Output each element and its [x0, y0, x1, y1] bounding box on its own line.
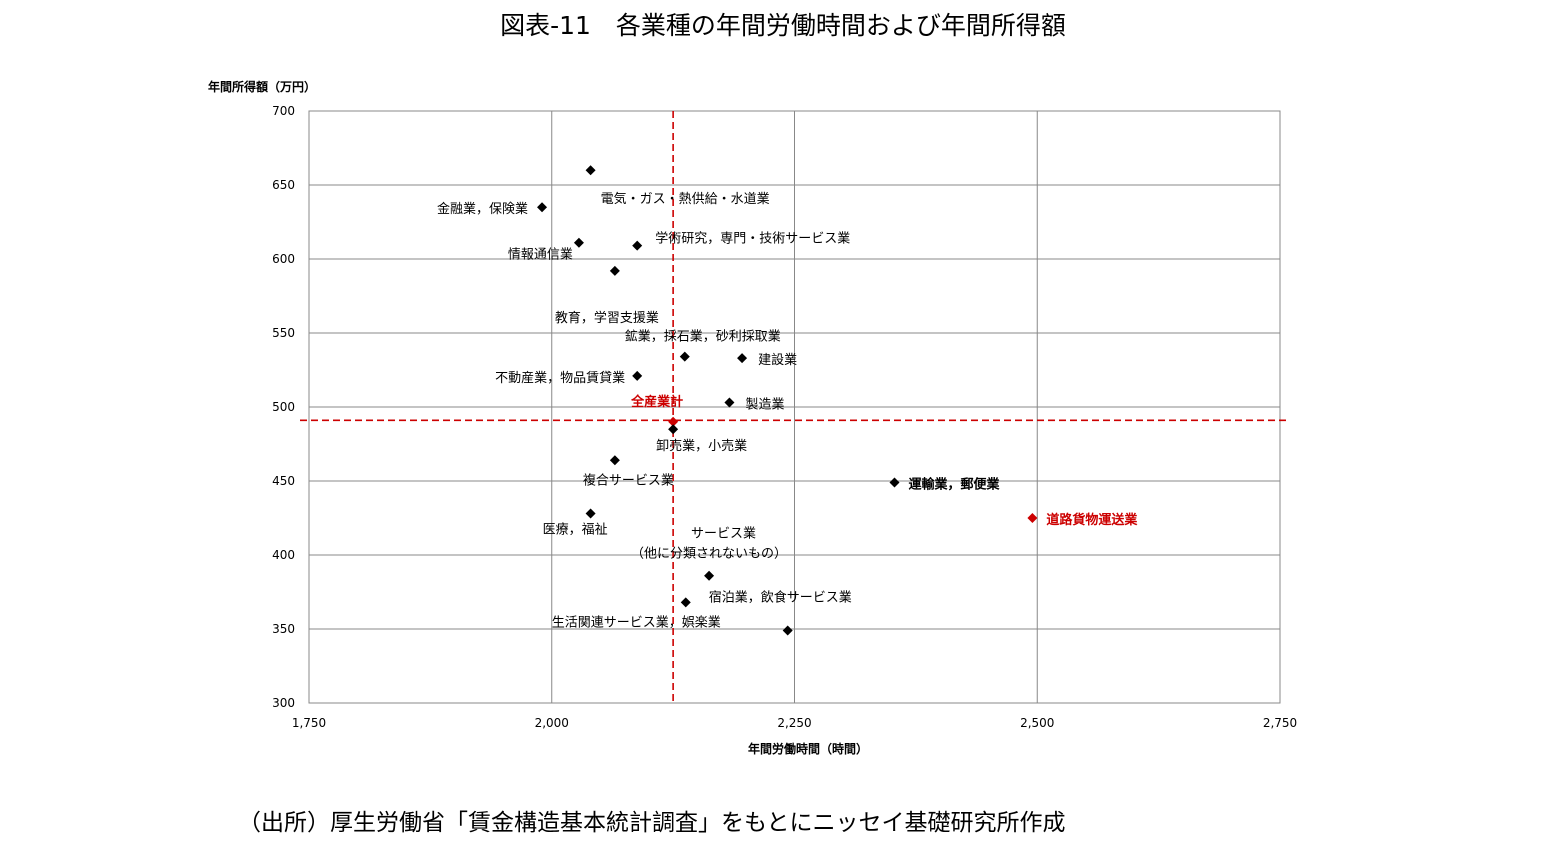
data-point [609, 265, 620, 276]
y-axis-label: 年間所得額（万円） [208, 79, 316, 94]
point-labels: 電気・ガス・熱供給・水道業金融業，保険業学術研究，専門・技術サービス業情報通信業… [437, 191, 1138, 630]
source-note: （出所）厚生労働省「賃金構造基本統計調査」をもとにニッセイ基礎研究所作成 [238, 810, 1066, 836]
point-label: 運輸業，郵便業 [909, 476, 1001, 492]
y-tick-label: 650 [272, 178, 295, 192]
point-label: 教育，学習支援業 [555, 310, 659, 326]
point-label: 情報通信業 [508, 247, 573, 263]
data-point [668, 424, 679, 435]
data-point [632, 240, 643, 251]
data-point [537, 202, 548, 213]
data-point [585, 508, 596, 519]
y-tick-label: 600 [272, 252, 295, 266]
point-label: 複合サービス業 [583, 472, 674, 488]
data-point [782, 625, 793, 636]
data-point [679, 351, 690, 362]
data-point [585, 165, 596, 176]
data-point [724, 397, 735, 408]
x-tick-labels: 1,750 2,000 2,250 2,500 2,750 [292, 716, 1297, 730]
horizontal-gridlines [309, 110, 1280, 704]
point-label: 全産業計 [630, 394, 683, 410]
point-label: 鉱業，採石業，砂利採取業 [625, 329, 781, 345]
point-label: サービス業 [691, 526, 756, 542]
data-point [737, 353, 748, 364]
point-label: 電気・ガス・熱供給・水道業 [601, 191, 770, 207]
point-label: 不動産業，物品賃貸業 [495, 370, 625, 386]
point-label: 製造業 [745, 397, 784, 413]
x-tick-label: 2,500 [1020, 716, 1054, 730]
y-tick-label: 400 [272, 548, 295, 562]
y-tick-label: 500 [272, 400, 295, 414]
chart-title: 図表-11 各業種の年間労働時間および年間所得額 [500, 11, 1066, 40]
point-label: 道路貨物運送業 [1046, 512, 1138, 528]
x-tick-label: 2,000 [535, 716, 569, 730]
data-point [680, 597, 691, 608]
data-point [889, 477, 900, 488]
x-tick-label: 2,250 [777, 716, 811, 730]
y-tick-label: 450 [272, 474, 295, 488]
y-tick-label: 350 [272, 622, 295, 636]
point-label: 金融業，保険業 [437, 201, 528, 217]
y-tick-labels: 300 350 400 450 500 550 600 650 700 [272, 104, 295, 710]
y-tick-label: 550 [272, 326, 295, 340]
data-point [1027, 513, 1038, 523]
data-point [573, 237, 584, 248]
y-tick-label: 700 [272, 104, 295, 118]
point-label: 宿泊業，飲食サービス業 [709, 589, 852, 605]
x-tick-label: 1,750 [292, 716, 326, 730]
point-label: 医療，福祉 [543, 523, 608, 538]
data-point [704, 570, 715, 581]
y-tick-label: 300 [272, 696, 295, 710]
data-points [537, 165, 1038, 636]
point-label: 建設業 [758, 352, 797, 368]
data-point [609, 455, 620, 466]
point-label: 学術研究，専門・技術サービス業 [655, 231, 850, 247]
data-point [632, 370, 643, 381]
x-tick-label: 2,750 [1263, 716, 1297, 730]
point-label-line2: （他に分類されないもの） [631, 547, 787, 562]
data-point [668, 416, 679, 427]
x-axis-label: 年間労働時間（時間） [748, 741, 868, 756]
point-label: 卸売業，小売業 [656, 438, 747, 454]
point-label: 生活関連サービス業，娯楽業 [552, 614, 721, 630]
reference-lines [300, 111, 1290, 703]
